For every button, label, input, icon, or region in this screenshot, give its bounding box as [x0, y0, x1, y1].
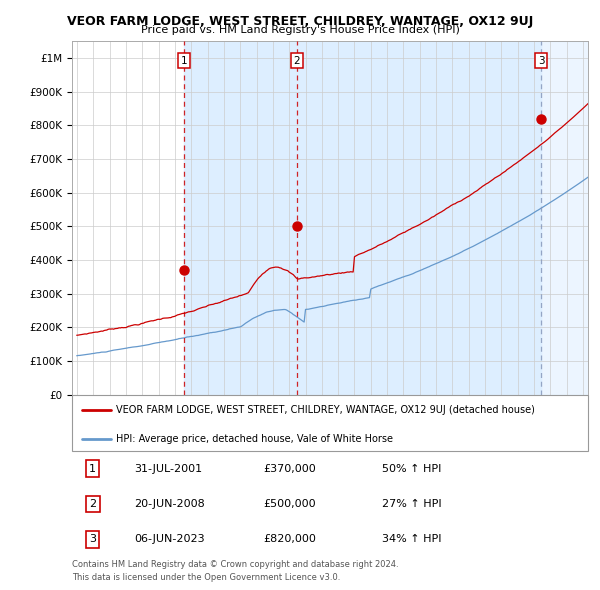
Text: Contains HM Land Registry data © Crown copyright and database right 2024.: Contains HM Land Registry data © Crown c…	[72, 560, 398, 569]
Text: 31-JUL-2001: 31-JUL-2001	[134, 464, 202, 474]
Text: 3: 3	[538, 55, 545, 65]
Text: VEOR FARM LODGE, WEST STREET, CHILDREY, WANTAGE, OX12 9UJ (detached house): VEOR FARM LODGE, WEST STREET, CHILDREY, …	[116, 405, 535, 415]
Text: 50% ↑ HPI: 50% ↑ HPI	[382, 464, 441, 474]
Bar	[297, 41, 541, 395]
Text: 2: 2	[89, 499, 96, 509]
Bar	[184, 41, 297, 395]
Bar	[541, 41, 591, 395]
Text: HPI: Average price, detached house, Vale of White Horse: HPI: Average price, detached house, Vale…	[116, 434, 393, 444]
Text: 27% ↑ HPI: 27% ↑ HPI	[382, 499, 441, 509]
FancyBboxPatch shape	[72, 395, 588, 451]
Text: 1: 1	[89, 464, 96, 474]
Text: 1: 1	[181, 55, 188, 65]
Text: 34% ↑ HPI: 34% ↑ HPI	[382, 535, 441, 545]
Text: This data is licensed under the Open Government Licence v3.0.: This data is licensed under the Open Gov…	[72, 573, 340, 582]
Text: £820,000: £820,000	[263, 535, 316, 545]
Text: 2: 2	[293, 55, 300, 65]
Text: 20-JUN-2008: 20-JUN-2008	[134, 499, 205, 509]
Text: 06-JUN-2023: 06-JUN-2023	[134, 535, 205, 545]
Text: VEOR FARM LODGE, WEST STREET, CHILDREY, WANTAGE, OX12 9UJ: VEOR FARM LODGE, WEST STREET, CHILDREY, …	[67, 15, 533, 28]
Text: Price paid vs. HM Land Registry's House Price Index (HPI): Price paid vs. HM Land Registry's House …	[140, 25, 460, 35]
Text: 3: 3	[89, 535, 96, 545]
Text: £370,000: £370,000	[263, 464, 316, 474]
Text: £500,000: £500,000	[263, 499, 316, 509]
